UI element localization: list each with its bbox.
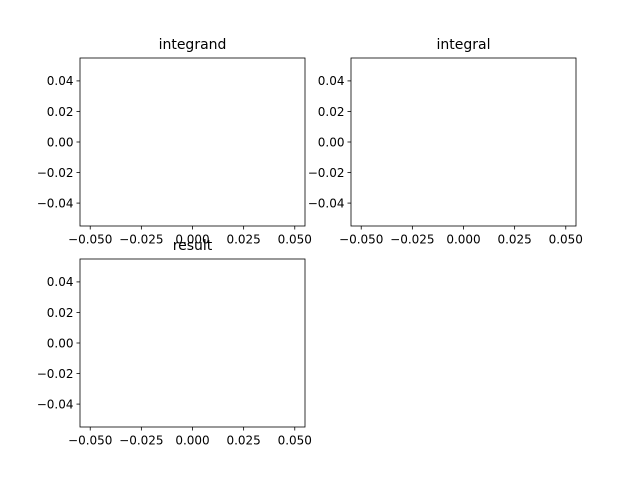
y-tick-label: 0.04 <box>47 74 74 88</box>
x-tick-label: 0.025 <box>226 233 260 247</box>
y-tick-label: 0.02 <box>47 105 74 119</box>
x-tick-label: −0.050 <box>339 233 383 247</box>
y-tick-label: 0.00 <box>47 336 74 350</box>
x-tick-label: 0.050 <box>278 233 312 247</box>
x-tick-label: 0.025 <box>226 434 260 448</box>
y-tick-label: 0.02 <box>318 105 345 119</box>
y-tick-label: −0.04 <box>308 196 345 210</box>
y-tick-label: 0.04 <box>318 74 345 88</box>
subplot-title: integral <box>437 37 491 53</box>
x-tick-label: 0.000 <box>175 233 209 247</box>
x-tick-label: 0.000 <box>446 233 480 247</box>
subplot-title: integrand <box>159 37 227 53</box>
x-tick-label: −0.050 <box>68 233 112 247</box>
x-tick-label: 0.050 <box>278 434 312 448</box>
x-tick-label: 0.000 <box>175 434 209 448</box>
subplot-integrand: −0.050 −0.025 0.000 0.025 0.050 −0.04 −0.02 0.0… <box>37 37 312 247</box>
x-tick-label: −0.050 <box>68 434 112 448</box>
x-tick-label: −0.025 <box>390 233 434 247</box>
y-tick-label: −0.02 <box>37 367 74 381</box>
subplot-result: −0.050 −0.025 0.000 0.025 0.050 −0.04 −0.02 0.0… <box>37 238 312 448</box>
y-tick-label: 0.00 <box>318 135 345 149</box>
x-tick-label: −0.025 <box>119 233 163 247</box>
subplot-integral: −0.050 −0.025 0.000 0.025 0.050 −0.04 −0.02 0.0… <box>308 37 583 247</box>
y-tick-label: 0.04 <box>47 275 74 289</box>
y-tick-label: −0.02 <box>308 166 345 180</box>
y-tick-label: −0.04 <box>37 196 74 210</box>
y-tick-label: −0.04 <box>37 397 74 411</box>
x-tick-label: 0.050 <box>549 233 583 247</box>
x-tick-label: 0.025 <box>497 233 531 247</box>
x-tick-label: −0.025 <box>119 434 163 448</box>
y-tick-label: 0.02 <box>47 306 74 320</box>
subplot-title: result <box>173 238 213 254</box>
y-tick-label: −0.02 <box>37 166 74 180</box>
y-tick-label: 0.00 <box>47 135 74 149</box>
